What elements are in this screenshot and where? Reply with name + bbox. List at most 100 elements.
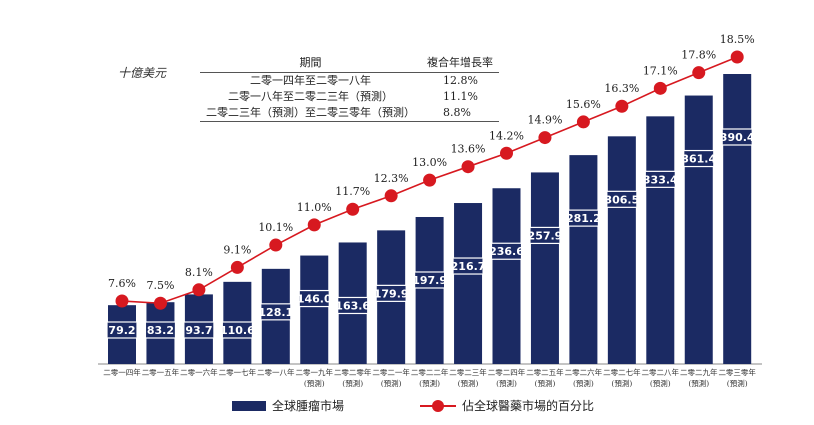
x-tick-label: 二零二八年	[642, 367, 680, 377]
bar-value-label: 216.7	[451, 260, 486, 273]
percent-point	[384, 189, 398, 203]
bar-value-box	[183, 321, 215, 339]
x-tick-label: (預測)	[727, 378, 748, 388]
percent-label: 13.0%	[412, 156, 447, 169]
legend-line-label: 佔全球醫藥市場的百分比	[462, 399, 595, 413]
percent-point	[692, 66, 706, 80]
percent-point	[461, 160, 475, 174]
x-tick-label: (預測)	[573, 378, 594, 388]
x-tick-label: 二零一六年	[180, 367, 218, 377]
percent-point	[576, 115, 590, 129]
bar-value-label: 197.9	[412, 274, 447, 287]
bar-value-label: 257.9	[528, 229, 563, 242]
cagr-table: 期間 複合年增長率 二零一四年至二零一八年 12.8% 二零一八年至二零二三年（…	[200, 52, 499, 122]
percent-label: 13.6%	[451, 143, 486, 156]
bar-value-label: 361.4	[681, 153, 716, 166]
cagr-period: 二零一八年至二零二三年（預測）	[228, 90, 393, 103]
bar-value-box	[221, 321, 253, 339]
bar-value-box	[490, 242, 523, 260]
legend-bar-swatch	[232, 400, 266, 411]
bar-value-box	[337, 296, 369, 315]
x-tick-label: 二零三零年	[718, 367, 756, 377]
bar-value-box	[375, 284, 407, 302]
bar-value-box	[414, 271, 446, 289]
percent-label: 11.0%	[297, 201, 332, 214]
table-row: 二零一八年至二零二三年（預測） 11.1%	[200, 89, 499, 105]
cagr-period: 二零二三年（預測）至二零三零年（預測）	[200, 105, 421, 122]
bar-value-label: 390.4	[720, 131, 755, 144]
percent-label: 15.6%	[566, 98, 601, 111]
x-tick-label: 二零一九年	[296, 367, 334, 377]
bar	[723, 74, 752, 364]
legend-line: 佔全球醫藥市場的百分比	[420, 397, 594, 414]
bar-value-label: 179.9	[374, 287, 409, 300]
percent-label: 17.8%	[681, 49, 716, 62]
table-row: 二零一四年至二零一八年 12.8%	[200, 73, 499, 90]
x-tick-label: 二零二零年	[334, 367, 372, 377]
bar-value-box	[298, 289, 330, 308]
bar-value-box	[144, 321, 177, 339]
bar	[300, 255, 329, 364]
x-tick-label: (預測)	[419, 378, 440, 388]
legend-line-swatch	[420, 399, 456, 412]
bar	[646, 116, 675, 364]
percent-point	[538, 131, 552, 145]
bar-value-label: 236.6	[489, 245, 524, 258]
x-tick-label: 二零二四年	[488, 367, 526, 377]
x-tick-label: 二零一四年	[103, 367, 141, 377]
x-tick-label: 二零二九年	[680, 367, 718, 377]
bar-value-box	[529, 226, 561, 245]
percent-point	[730, 50, 744, 64]
percent-label: 7.5%	[146, 279, 174, 292]
x-tick-label: (預測)	[458, 378, 479, 388]
bar-value-label: 110.6	[220, 324, 255, 337]
x-tick-label: 二零二七年	[603, 367, 641, 377]
percent-label: 7.6%	[108, 277, 136, 290]
percent-point	[615, 99, 629, 113]
x-tick-label: (預測)	[381, 378, 402, 388]
percent-label: 18.5%	[720, 33, 755, 46]
bar-value-box	[452, 257, 484, 275]
x-tick-label: 二零二二年	[411, 367, 449, 377]
bar-value-label: 79.2	[108, 324, 135, 337]
bar-value-box	[106, 321, 138, 339]
percent-label: 11.7%	[335, 185, 370, 198]
percent-label: 17.1%	[643, 64, 678, 77]
bar-value-box	[260, 303, 292, 321]
x-tick-label: (預測)	[535, 378, 556, 388]
bar-value-box	[721, 128, 753, 146]
x-tick-label: 二零二三年	[449, 367, 487, 377]
x-tick-label: 二零一七年	[219, 367, 257, 377]
cagr-rate: 11.1%	[443, 90, 478, 103]
percent-point	[153, 296, 167, 310]
legend-bar: 全球腫瘤市場	[232, 397, 344, 414]
x-tick-label: 二零一五年	[142, 367, 180, 377]
bar	[454, 203, 483, 364]
x-tick-label: 二零二一年	[372, 367, 410, 377]
bar-value-label: 306.5	[604, 193, 639, 206]
x-tick-label: (預測)	[342, 378, 363, 388]
bar-value-label: 281.2	[566, 212, 601, 225]
x-tick-label: 二零二五年	[526, 367, 564, 377]
percent-label: 14.2%	[489, 129, 524, 142]
cagr-header-rate: 複合年增長率	[421, 52, 499, 73]
percent-point	[423, 173, 437, 187]
bar	[530, 172, 559, 364]
bar	[415, 216, 444, 364]
bar-value-label: 163.6	[335, 299, 370, 312]
bar-value-label: 93.7	[185, 324, 212, 337]
table-row: 二零二三年（預測）至二零三零年（預測） 8.8%	[200, 105, 499, 122]
x-tick-label: (預測)	[304, 378, 325, 388]
x-tick-label: (預測)	[650, 378, 671, 388]
legend-bar-label: 全球腫瘤市場	[272, 399, 345, 413]
percent-point	[346, 202, 360, 216]
percent-label: 10.1%	[258, 221, 293, 234]
percent-point	[115, 294, 129, 308]
cagr-rate: 12.8%	[443, 74, 478, 87]
x-tick-label: (預測)	[496, 378, 517, 388]
cagr-rate: 8.8%	[421, 105, 499, 122]
percent-point	[500, 146, 513, 160]
x-tick-label: (預測)	[688, 378, 709, 388]
cagr-header-period: 期間	[200, 52, 421, 73]
